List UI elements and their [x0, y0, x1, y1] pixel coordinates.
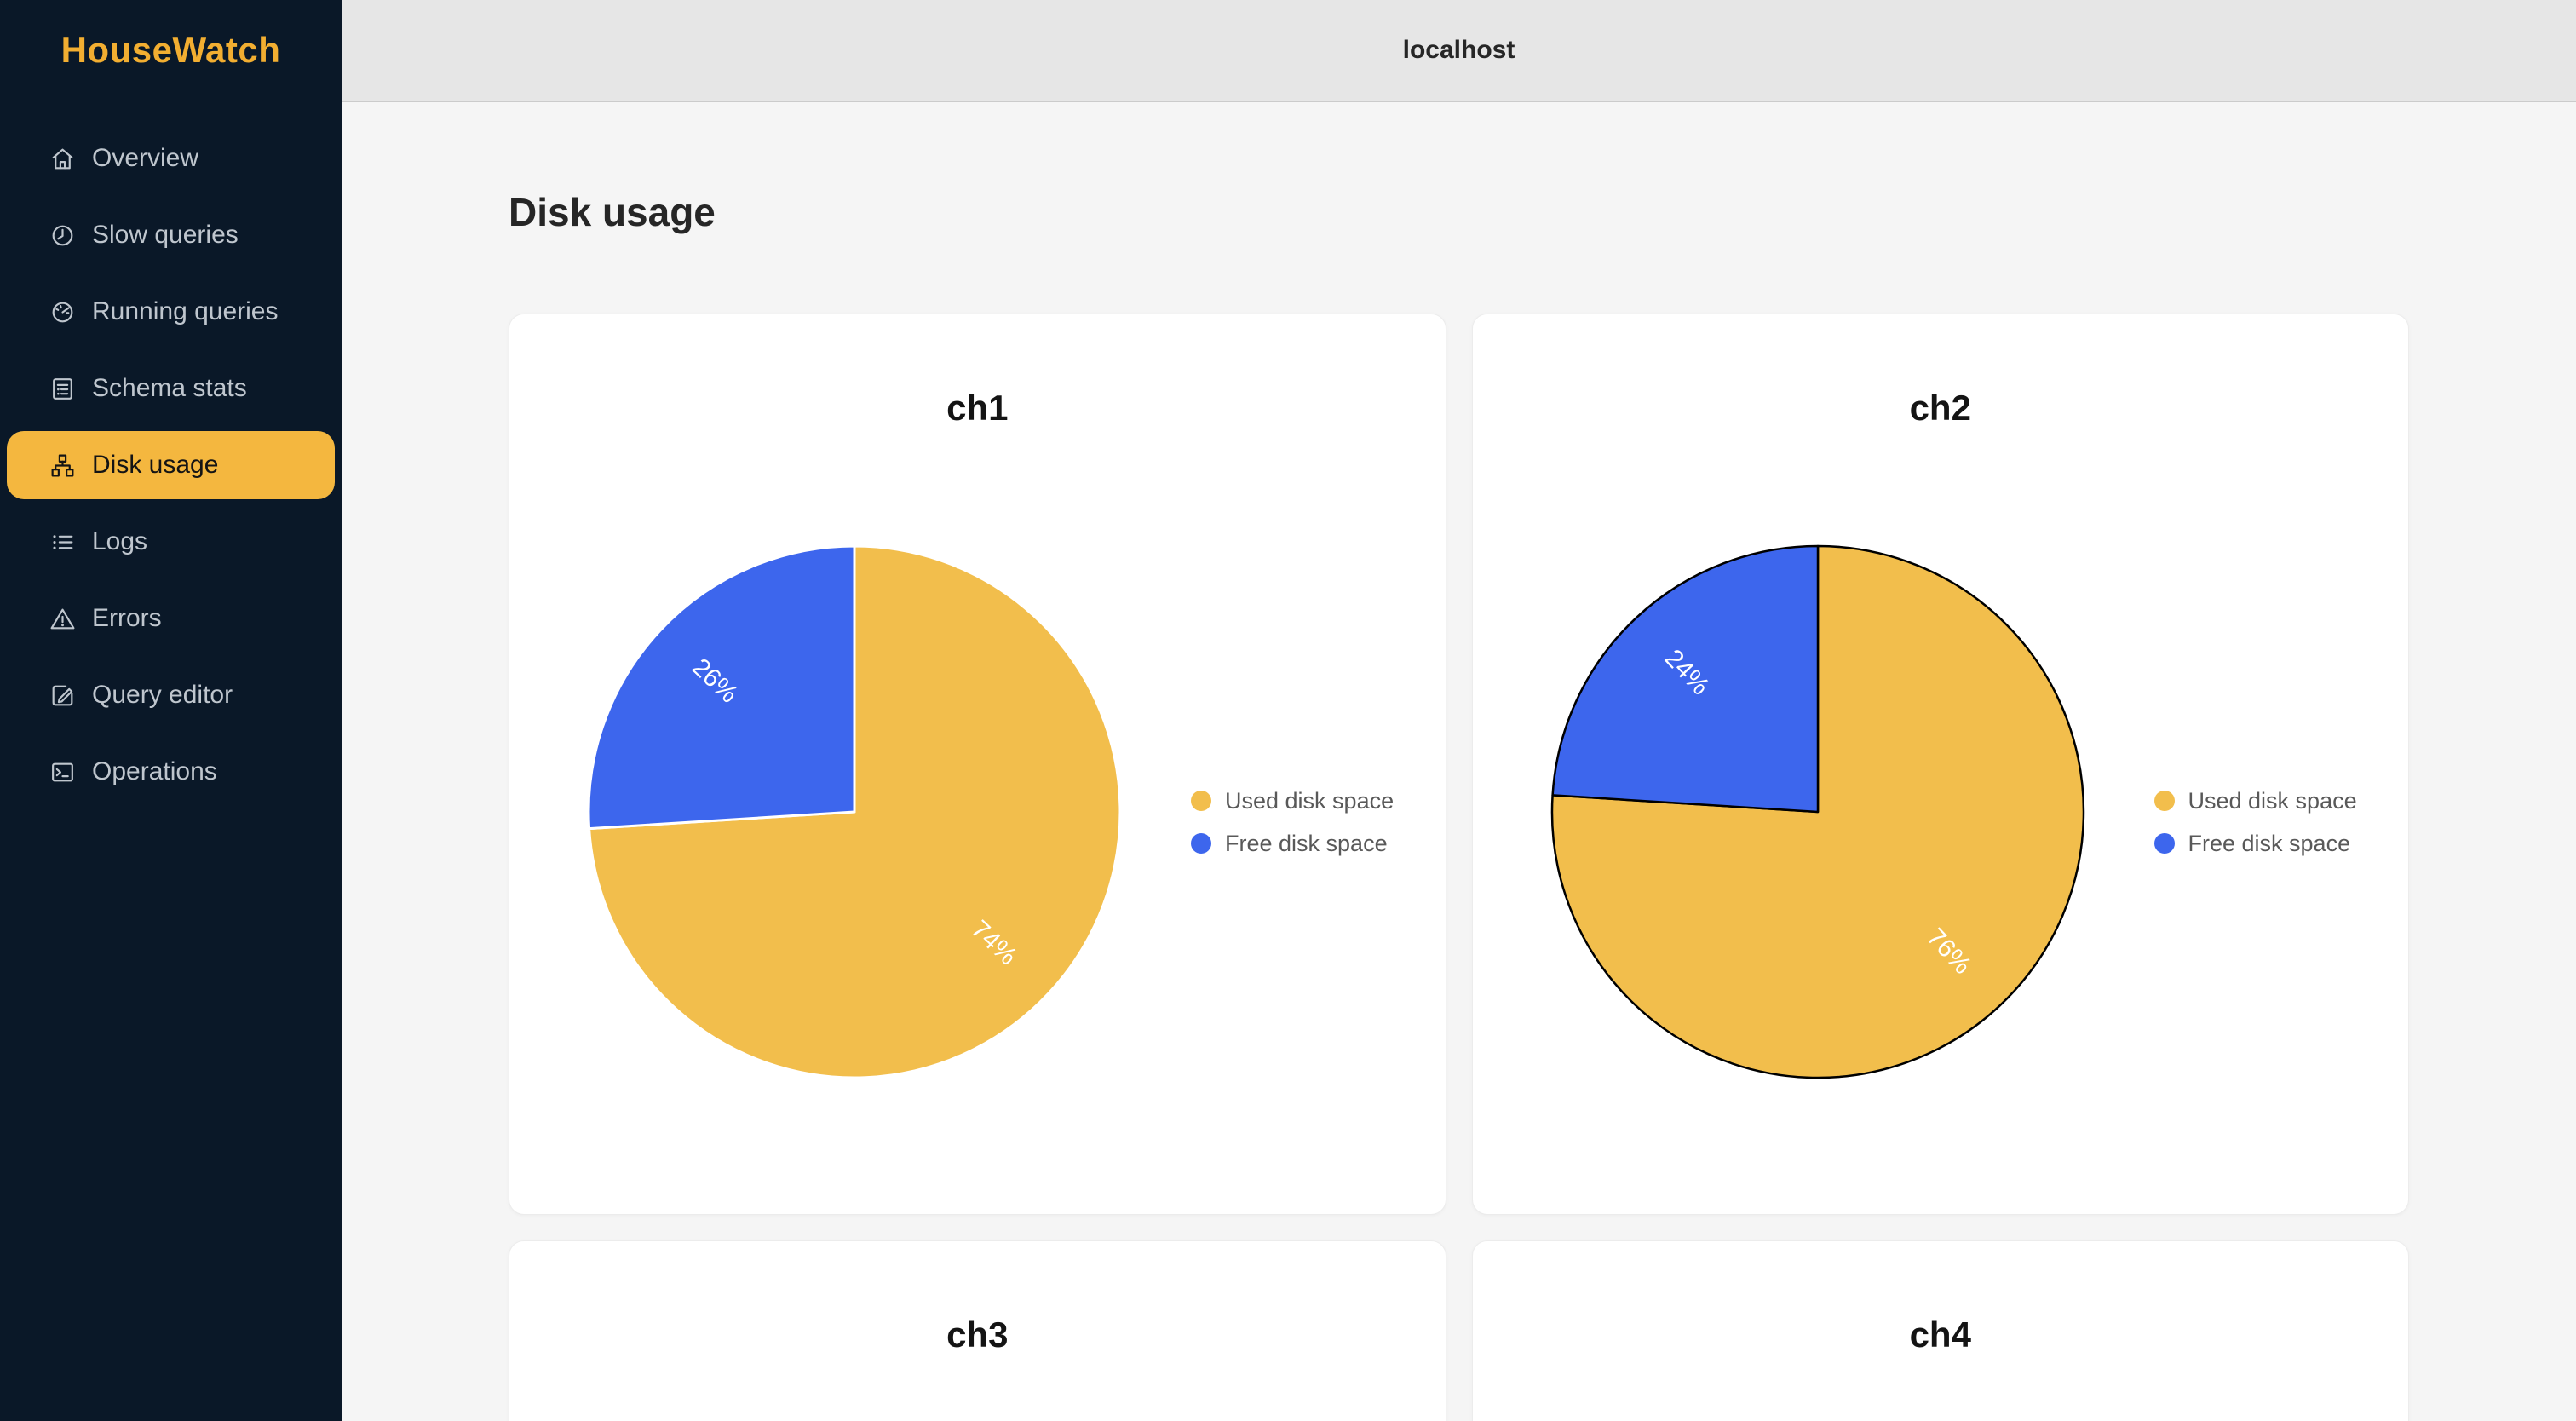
sidebar-item-label: Running queries: [92, 297, 279, 325]
sidebar-item-query-editor[interactable]: Query editor: [7, 661, 335, 729]
sidebar: HouseWatch Overview Slow queries Running q…: [0, 0, 342, 1421]
dashboard-icon: [49, 298, 77, 326]
sidebar-item-schema-stats[interactable]: Schema stats: [7, 354, 335, 423]
sidebar-item-errors[interactable]: Errors: [7, 584, 335, 653]
clock-icon: [49, 221, 77, 250]
legend-label: Used disk space: [1225, 787, 1394, 814]
pie-slice-free-disk-space[interactable]: [587, 544, 856, 831]
page-title: Disk usage: [509, 190, 716, 234]
sidebar-item-overview[interactable]: Overview: [7, 124, 335, 193]
legend-label: Free disk space: [1225, 830, 1388, 856]
sidebar-item-label: Errors: [92, 604, 162, 632]
chart-title: ch3: [946, 1315, 1009, 1355]
legend-item-free-disk-space[interactable]: Free disk space: [1191, 831, 1394, 856]
chart-title: ch1: [946, 388, 1009, 428]
pie-chart: 74%26%: [587, 544, 1122, 1079]
app-logo[interactable]: HouseWatch: [60, 30, 281, 70]
legend-dot-icon: [2153, 791, 2175, 811]
cluster-icon: [49, 452, 77, 480]
sidebar-item-label: Disk usage: [92, 451, 219, 479]
sidebar-item-label: Query editor: [92, 681, 233, 709]
sidebar-menu: Overview Slow queries Running queries Schem…: [0, 124, 342, 806]
pie-slice-free-disk-space[interactable]: [1550, 544, 1819, 814]
legend-item-free-disk-space[interactable]: Free disk space: [2153, 830, 2357, 856]
host-label: localhost: [1402, 36, 1515, 64]
chart-card-ch4: ch4: [1471, 1240, 2409, 1421]
chart-card-ch3: ch3: [509, 1240, 1446, 1421]
chart-title: ch4: [1909, 1315, 1971, 1355]
legend-label: Used disk space: [2188, 787, 2357, 814]
legend-item-used-disk-space[interactable]: Used disk space: [1191, 788, 1394, 814]
sidebar-item-label: Slow queries: [92, 221, 239, 249]
legend-dot-icon: [1191, 791, 1211, 811]
chart-legend: Used disk space Free disk space: [1191, 788, 1394, 856]
chart-card-ch2: ch2 76% 24% Used disk space Free disk space: [1471, 314, 2409, 1215]
header-bar: localhost: [342, 0, 2576, 102]
sidebar-item-label: Overview: [92, 144, 199, 172]
main-content: Disk usage ch1 74% 26% Used disk space Free …: [342, 104, 2576, 1421]
edit-icon: [49, 682, 77, 710]
chart-grid: ch1 74% 26% Used disk space Free disk space c…: [509, 314, 2409, 1421]
pie-chart: 76%24%: [1550, 544, 2084, 1079]
list-icon: [49, 528, 77, 556]
chart-legend: Used disk space Free disk space: [2153, 787, 2357, 856]
sidebar-item-label: Schema stats: [92, 374, 247, 402]
sidebar-item-label: Operations: [92, 757, 217, 785]
sidebar-item-label: Logs: [92, 527, 148, 555]
legend-dot-icon: [2153, 833, 2175, 854]
warning-icon: [49, 605, 77, 633]
home-icon: [49, 145, 77, 173]
sidebar-item-disk-usage[interactable]: Disk usage: [7, 431, 335, 499]
chart-title: ch2: [1909, 388, 1971, 428]
chart-card-ch1: ch1 74% 26% Used disk space Free disk space: [509, 314, 1446, 1215]
sidebar-item-logs[interactable]: Logs: [7, 508, 335, 576]
profile-icon: [49, 375, 77, 403]
terminal-icon: [49, 758, 77, 786]
legend-label: Free disk space: [2188, 830, 2351, 856]
legend-dot-icon: [1191, 833, 1211, 854]
sidebar-item-slow-queries[interactable]: Slow queries: [7, 201, 335, 269]
legend-item-used-disk-space[interactable]: Used disk space: [2153, 787, 2357, 814]
sidebar-item-running-queries[interactable]: Running queries: [7, 278, 335, 346]
sidebar-item-operations[interactable]: Operations: [7, 738, 335, 806]
